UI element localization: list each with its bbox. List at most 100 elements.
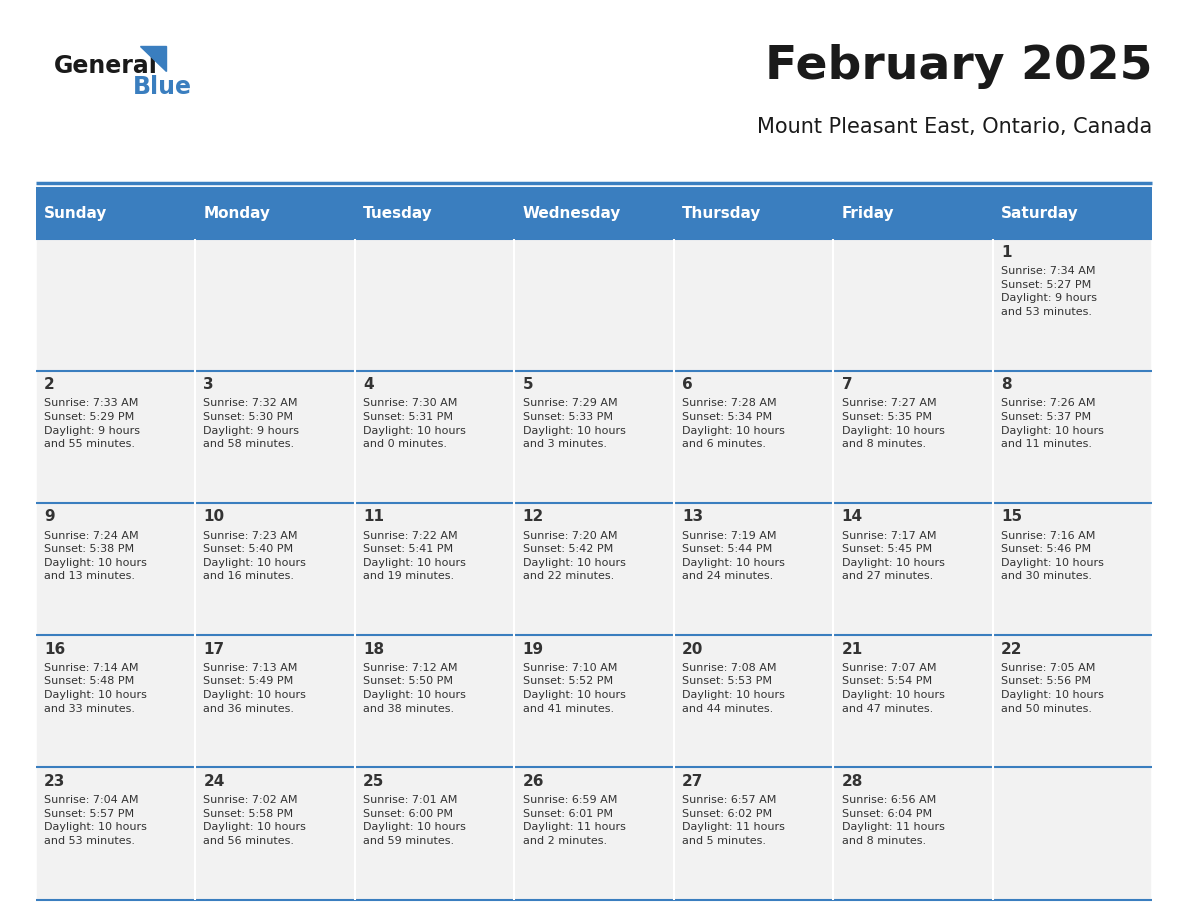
Text: Saturday: Saturday xyxy=(1000,206,1079,221)
Text: 16: 16 xyxy=(44,642,65,656)
FancyBboxPatch shape xyxy=(833,635,993,767)
Text: Sunrise: 6:57 AM
Sunset: 6:02 PM
Daylight: 11 hours
and 5 minutes.: Sunrise: 6:57 AM Sunset: 6:02 PM Dayligh… xyxy=(682,795,785,845)
Text: Sunrise: 7:04 AM
Sunset: 5:57 PM
Daylight: 10 hours
and 53 minutes.: Sunrise: 7:04 AM Sunset: 5:57 PM Dayligh… xyxy=(44,795,147,845)
FancyBboxPatch shape xyxy=(355,371,514,503)
FancyBboxPatch shape xyxy=(195,635,355,767)
Text: Sunrise: 7:23 AM
Sunset: 5:40 PM
Daylight: 10 hours
and 16 minutes.: Sunrise: 7:23 AM Sunset: 5:40 PM Dayligh… xyxy=(203,531,307,581)
Text: Sunrise: 7:13 AM
Sunset: 5:49 PM
Daylight: 10 hours
and 36 minutes.: Sunrise: 7:13 AM Sunset: 5:49 PM Dayligh… xyxy=(203,663,307,713)
Polygon shape xyxy=(140,46,166,71)
FancyBboxPatch shape xyxy=(514,239,674,371)
FancyBboxPatch shape xyxy=(833,767,993,900)
Text: Sunrise: 7:33 AM
Sunset: 5:29 PM
Daylight: 9 hours
and 55 minutes.: Sunrise: 7:33 AM Sunset: 5:29 PM Dayligh… xyxy=(44,398,140,449)
FancyBboxPatch shape xyxy=(514,635,674,767)
FancyBboxPatch shape xyxy=(993,188,1152,239)
FancyBboxPatch shape xyxy=(674,503,833,635)
Text: Sunrise: 7:34 AM
Sunset: 5:27 PM
Daylight: 9 hours
and 53 minutes.: Sunrise: 7:34 AM Sunset: 5:27 PM Dayligh… xyxy=(1001,266,1098,317)
FancyBboxPatch shape xyxy=(195,188,355,239)
Text: Sunrise: 7:28 AM
Sunset: 5:34 PM
Daylight: 10 hours
and 6 minutes.: Sunrise: 7:28 AM Sunset: 5:34 PM Dayligh… xyxy=(682,398,785,449)
Text: 7: 7 xyxy=(841,377,852,392)
Text: 27: 27 xyxy=(682,774,703,789)
Text: 8: 8 xyxy=(1001,377,1012,392)
Text: 23: 23 xyxy=(44,774,65,789)
FancyBboxPatch shape xyxy=(514,188,674,239)
FancyBboxPatch shape xyxy=(993,767,1152,900)
Text: 1: 1 xyxy=(1001,245,1012,260)
Text: Sunrise: 6:56 AM
Sunset: 6:04 PM
Daylight: 11 hours
and 8 minutes.: Sunrise: 6:56 AM Sunset: 6:04 PM Dayligh… xyxy=(841,795,944,845)
FancyBboxPatch shape xyxy=(36,635,195,767)
Text: 28: 28 xyxy=(841,774,862,789)
FancyBboxPatch shape xyxy=(355,767,514,900)
Text: Friday: Friday xyxy=(841,206,893,221)
Text: 15: 15 xyxy=(1001,509,1022,524)
Text: Sunrise: 7:27 AM
Sunset: 5:35 PM
Daylight: 10 hours
and 8 minutes.: Sunrise: 7:27 AM Sunset: 5:35 PM Dayligh… xyxy=(841,398,944,449)
FancyBboxPatch shape xyxy=(833,188,993,239)
Text: 11: 11 xyxy=(364,509,384,524)
Text: 2: 2 xyxy=(44,377,55,392)
Text: 13: 13 xyxy=(682,509,703,524)
FancyBboxPatch shape xyxy=(355,188,514,239)
FancyBboxPatch shape xyxy=(355,503,514,635)
Text: 17: 17 xyxy=(203,642,225,656)
Text: 10: 10 xyxy=(203,509,225,524)
Text: Sunrise: 7:02 AM
Sunset: 5:58 PM
Daylight: 10 hours
and 56 minutes.: Sunrise: 7:02 AM Sunset: 5:58 PM Dayligh… xyxy=(203,795,307,845)
Text: 3: 3 xyxy=(203,377,214,392)
Text: Thursday: Thursday xyxy=(682,206,762,221)
FancyBboxPatch shape xyxy=(36,503,195,635)
Text: Sunrise: 7:22 AM
Sunset: 5:41 PM
Daylight: 10 hours
and 19 minutes.: Sunrise: 7:22 AM Sunset: 5:41 PM Dayligh… xyxy=(364,531,466,581)
Text: Sunrise: 6:59 AM
Sunset: 6:01 PM
Daylight: 11 hours
and 2 minutes.: Sunrise: 6:59 AM Sunset: 6:01 PM Dayligh… xyxy=(523,795,625,845)
FancyBboxPatch shape xyxy=(674,635,833,767)
FancyBboxPatch shape xyxy=(993,503,1152,635)
FancyBboxPatch shape xyxy=(833,503,993,635)
Text: Sunrise: 7:14 AM
Sunset: 5:48 PM
Daylight: 10 hours
and 33 minutes.: Sunrise: 7:14 AM Sunset: 5:48 PM Dayligh… xyxy=(44,663,147,713)
Text: Sunrise: 7:01 AM
Sunset: 6:00 PM
Daylight: 10 hours
and 59 minutes.: Sunrise: 7:01 AM Sunset: 6:00 PM Dayligh… xyxy=(364,795,466,845)
FancyBboxPatch shape xyxy=(355,635,514,767)
Text: Sunrise: 7:24 AM
Sunset: 5:38 PM
Daylight: 10 hours
and 13 minutes.: Sunrise: 7:24 AM Sunset: 5:38 PM Dayligh… xyxy=(44,531,147,581)
Text: Sunrise: 7:16 AM
Sunset: 5:46 PM
Daylight: 10 hours
and 30 minutes.: Sunrise: 7:16 AM Sunset: 5:46 PM Dayligh… xyxy=(1001,531,1104,581)
FancyBboxPatch shape xyxy=(993,239,1152,371)
FancyBboxPatch shape xyxy=(514,503,674,635)
Text: 26: 26 xyxy=(523,774,544,789)
FancyBboxPatch shape xyxy=(993,635,1152,767)
FancyBboxPatch shape xyxy=(833,371,993,503)
Text: 14: 14 xyxy=(841,509,862,524)
FancyBboxPatch shape xyxy=(993,371,1152,503)
Text: 18: 18 xyxy=(364,642,384,656)
Text: Wednesday: Wednesday xyxy=(523,206,620,221)
Text: Sunday: Sunday xyxy=(44,206,107,221)
FancyBboxPatch shape xyxy=(674,188,833,239)
FancyBboxPatch shape xyxy=(833,239,993,371)
FancyBboxPatch shape xyxy=(195,239,355,371)
Text: Sunrise: 7:05 AM
Sunset: 5:56 PM
Daylight: 10 hours
and 50 minutes.: Sunrise: 7:05 AM Sunset: 5:56 PM Dayligh… xyxy=(1001,663,1104,713)
Text: 19: 19 xyxy=(523,642,544,656)
Text: Sunrise: 7:32 AM
Sunset: 5:30 PM
Daylight: 9 hours
and 58 minutes.: Sunrise: 7:32 AM Sunset: 5:30 PM Dayligh… xyxy=(203,398,299,449)
FancyBboxPatch shape xyxy=(514,371,674,503)
Text: 21: 21 xyxy=(841,642,862,656)
Text: 12: 12 xyxy=(523,509,544,524)
Text: Sunrise: 7:20 AM
Sunset: 5:42 PM
Daylight: 10 hours
and 22 minutes.: Sunrise: 7:20 AM Sunset: 5:42 PM Dayligh… xyxy=(523,531,625,581)
Text: Sunrise: 7:08 AM
Sunset: 5:53 PM
Daylight: 10 hours
and 44 minutes.: Sunrise: 7:08 AM Sunset: 5:53 PM Dayligh… xyxy=(682,663,785,713)
Text: 4: 4 xyxy=(364,377,374,392)
FancyBboxPatch shape xyxy=(674,239,833,371)
Text: 6: 6 xyxy=(682,377,693,392)
Text: Sunrise: 7:17 AM
Sunset: 5:45 PM
Daylight: 10 hours
and 27 minutes.: Sunrise: 7:17 AM Sunset: 5:45 PM Dayligh… xyxy=(841,531,944,581)
FancyBboxPatch shape xyxy=(36,239,195,371)
FancyBboxPatch shape xyxy=(355,239,514,371)
Text: 20: 20 xyxy=(682,642,703,656)
Text: Sunrise: 7:29 AM
Sunset: 5:33 PM
Daylight: 10 hours
and 3 minutes.: Sunrise: 7:29 AM Sunset: 5:33 PM Dayligh… xyxy=(523,398,625,449)
FancyBboxPatch shape xyxy=(514,767,674,900)
Text: Tuesday: Tuesday xyxy=(362,206,432,221)
Text: Blue: Blue xyxy=(133,75,192,99)
Text: Sunrise: 7:19 AM
Sunset: 5:44 PM
Daylight: 10 hours
and 24 minutes.: Sunrise: 7:19 AM Sunset: 5:44 PM Dayligh… xyxy=(682,531,785,581)
Text: Sunrise: 7:12 AM
Sunset: 5:50 PM
Daylight: 10 hours
and 38 minutes.: Sunrise: 7:12 AM Sunset: 5:50 PM Dayligh… xyxy=(364,663,466,713)
FancyBboxPatch shape xyxy=(674,767,833,900)
FancyBboxPatch shape xyxy=(195,371,355,503)
Text: Sunrise: 7:10 AM
Sunset: 5:52 PM
Daylight: 10 hours
and 41 minutes.: Sunrise: 7:10 AM Sunset: 5:52 PM Dayligh… xyxy=(523,663,625,713)
Text: Monday: Monday xyxy=(203,206,270,221)
FancyBboxPatch shape xyxy=(195,503,355,635)
FancyBboxPatch shape xyxy=(195,767,355,900)
Text: 5: 5 xyxy=(523,377,533,392)
Text: 24: 24 xyxy=(203,774,225,789)
Text: Sunrise: 7:30 AM
Sunset: 5:31 PM
Daylight: 10 hours
and 0 minutes.: Sunrise: 7:30 AM Sunset: 5:31 PM Dayligh… xyxy=(364,398,466,449)
Text: Sunrise: 7:07 AM
Sunset: 5:54 PM
Daylight: 10 hours
and 47 minutes.: Sunrise: 7:07 AM Sunset: 5:54 PM Dayligh… xyxy=(841,663,944,713)
Text: General: General xyxy=(53,54,157,78)
